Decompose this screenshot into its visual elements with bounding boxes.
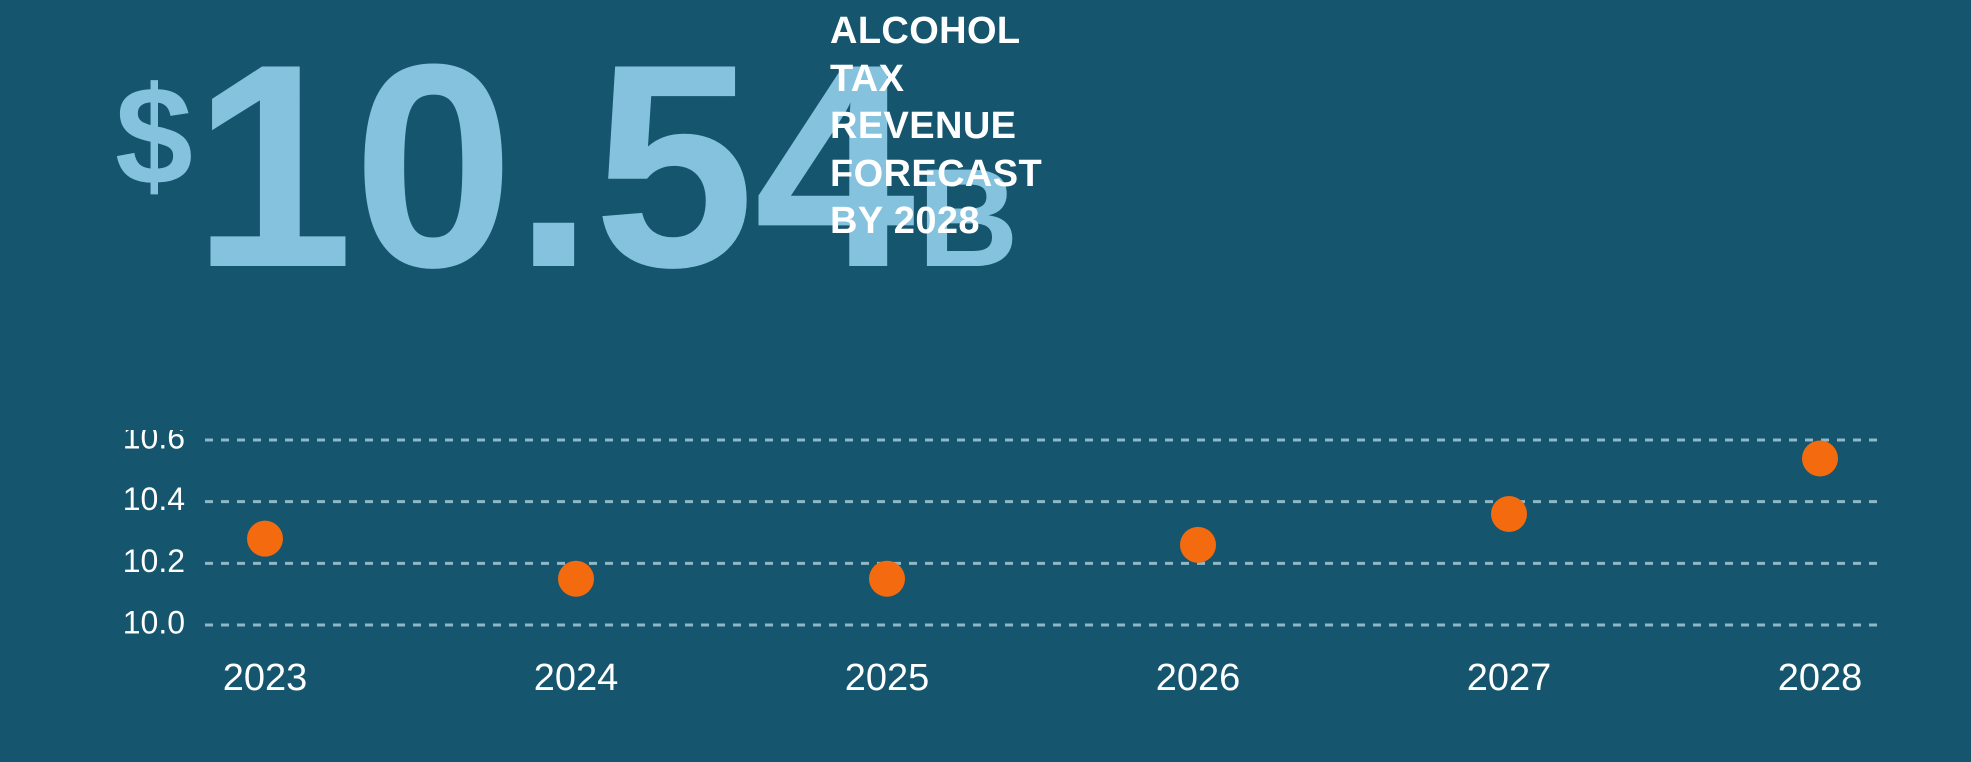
- data-point: [869, 561, 905, 597]
- xtick-label: 2024: [534, 657, 619, 699]
- data-point: [1491, 496, 1527, 532]
- infographic-root: $ 10.54 B U.S. ALCOHOL TAX REVENUE FOREC…: [0, 0, 1971, 762]
- ytick-label: 10.4: [123, 481, 185, 517]
- headline-value: 10.54: [192, 48, 915, 286]
- headline-caption: U.S. ALCOHOL TAX REVENUE FORECAST BY 202…: [830, 0, 1042, 246]
- ytick-label: 10.2: [123, 543, 185, 579]
- forecast-chart: 10.0 10.2 10.4 10.6 2023 2024 2025 2026 2027 2028: [80, 430, 1910, 740]
- xtick-label: 2026: [1156, 657, 1241, 699]
- xtick-label: 2023: [223, 657, 308, 699]
- ytick-label: 10.6: [123, 430, 185, 455]
- forecast-chart-svg: 10.0 10.2 10.4 10.6 2023 2024 2025 2026 2027 2028: [80, 430, 1910, 740]
- headline-prefix: $: [115, 66, 192, 206]
- xtick-label: 2027: [1467, 657, 1552, 699]
- xtick-label: 2025: [845, 657, 930, 699]
- ytick-label: 10.0: [123, 604, 185, 640]
- data-point: [1180, 527, 1216, 563]
- headline-block: $ 10.54 B U.S. ALCOHOL TAX REVENUE FOREC…: [115, 48, 1018, 286]
- data-point: [1802, 441, 1838, 477]
- xtick-label: 2028: [1778, 657, 1863, 699]
- data-point: [558, 561, 594, 597]
- data-point: [247, 521, 283, 557]
